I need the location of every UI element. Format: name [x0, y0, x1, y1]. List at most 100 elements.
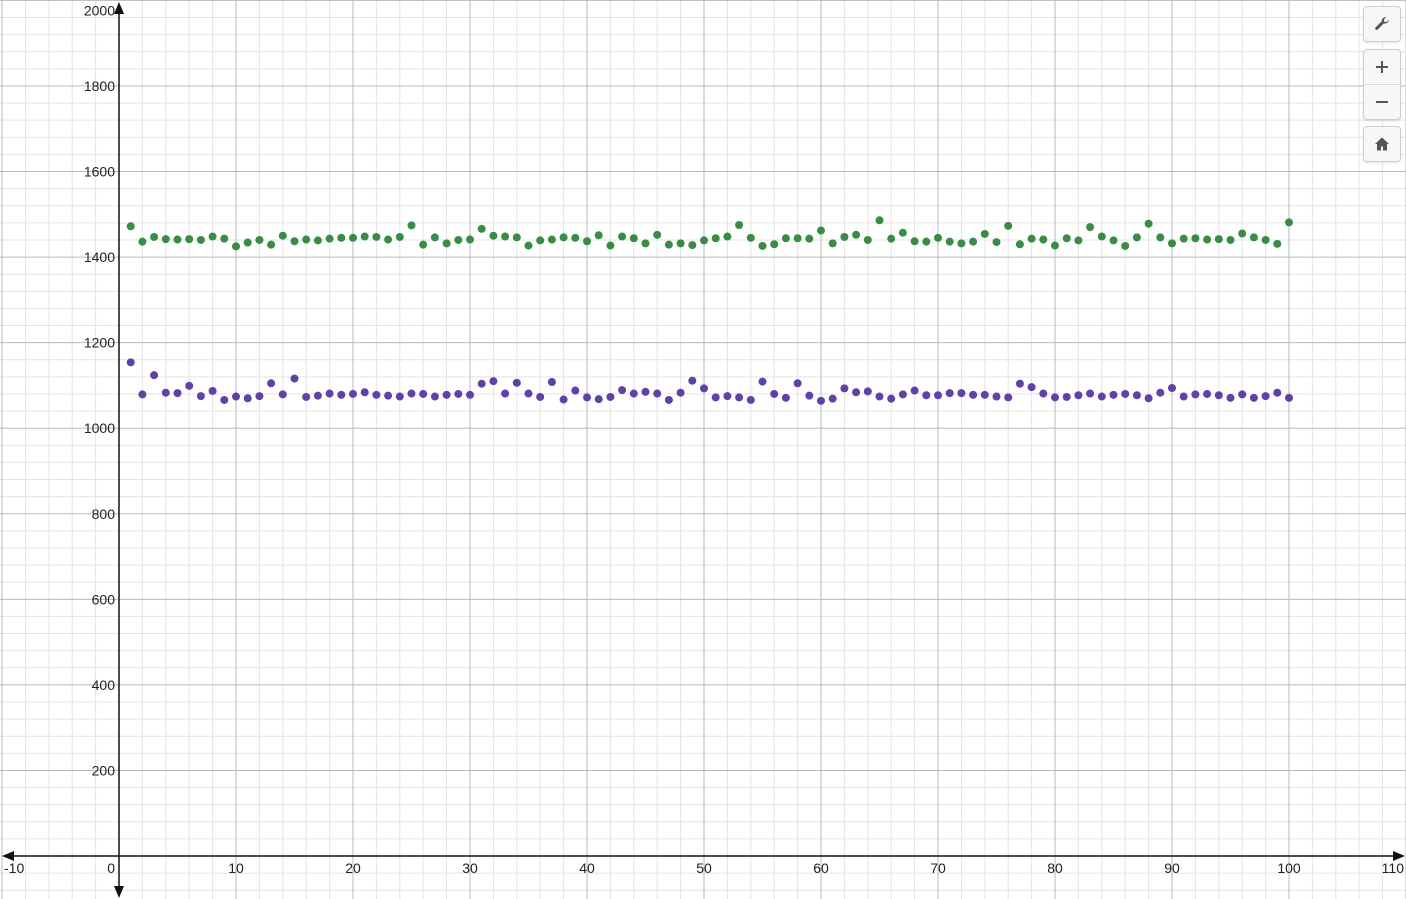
x-tick-label: 70 [930, 860, 946, 876]
data-point [828, 239, 837, 248]
data-point [512, 378, 521, 387]
y-tick-label: 1800 [84, 78, 115, 94]
data-point [185, 235, 194, 244]
x-tick-label: 40 [579, 860, 595, 876]
data-point [1109, 390, 1118, 399]
data-point [1168, 239, 1176, 248]
data-point [746, 395, 755, 404]
data-point [220, 395, 229, 404]
data-point [980, 390, 989, 399]
data-point [781, 234, 790, 243]
data-point [1273, 239, 1282, 248]
data-point [1191, 234, 1200, 243]
data-point [1261, 235, 1270, 244]
data-point [138, 390, 147, 399]
zoom-group [1363, 49, 1401, 120]
data-point [1121, 389, 1130, 398]
data-point [278, 231, 287, 240]
data-point [196, 235, 205, 244]
data-point [664, 395, 673, 404]
data-point [547, 235, 556, 244]
data-point [934, 391, 942, 400]
data-point [442, 390, 451, 399]
data-point [477, 224, 486, 233]
data-point [1086, 389, 1095, 398]
data-point [957, 239, 966, 248]
data-point [360, 232, 369, 241]
data-point [1261, 392, 1270, 401]
data-point [559, 233, 568, 242]
data-point [547, 377, 556, 386]
home-icon [1375, 137, 1389, 151]
settings-group [1363, 6, 1401, 42]
data-point [536, 392, 545, 401]
data-point [1249, 393, 1258, 402]
data-point [840, 232, 849, 241]
data-point [220, 234, 229, 243]
data-points [126, 216, 1293, 405]
data-point [969, 237, 978, 246]
data-point [126, 222, 135, 231]
data-point [161, 388, 170, 397]
data-point [430, 233, 439, 242]
data-point [407, 221, 416, 230]
data-point [313, 391, 322, 400]
data-point [817, 226, 825, 235]
data-point [922, 237, 931, 246]
x-tick-label: 50 [696, 860, 712, 876]
data-point [501, 389, 510, 398]
x-tick-label: -10 [4, 860, 24, 876]
data-point [805, 234, 814, 243]
data-point [711, 393, 720, 402]
data-point [887, 234, 896, 243]
data-point [536, 236, 545, 245]
data-point [922, 391, 931, 400]
data-point [255, 392, 264, 401]
data-point [887, 394, 896, 403]
data-point [173, 235, 182, 244]
data-point [758, 241, 767, 250]
data-point [770, 240, 779, 249]
data-point [243, 238, 252, 247]
default-viewport-button[interactable] [1364, 127, 1400, 161]
y-tick-label: 200 [92, 762, 116, 778]
data-point [208, 386, 217, 395]
data-point [232, 242, 240, 251]
data-point [945, 237, 954, 246]
data-point [302, 392, 311, 401]
y-tick-label: 1400 [84, 249, 115, 265]
data-point [1132, 391, 1141, 400]
y-axis-arrow-down [114, 886, 124, 898]
data-point [583, 393, 591, 402]
graph-settings-button[interactable] [1364, 7, 1400, 41]
data-point [735, 220, 744, 229]
data-point [1062, 234, 1071, 243]
y-tick-label: 800 [92, 506, 116, 522]
x-tick-label: 110 [1382, 860, 1405, 876]
data-point [945, 389, 954, 398]
data-point [150, 232, 159, 241]
data-point [1074, 236, 1083, 245]
data-point [793, 379, 802, 388]
zoom-in-button[interactable] [1364, 50, 1400, 84]
data-point [583, 237, 591, 246]
data-point [243, 394, 252, 403]
data-point [313, 236, 322, 245]
data-point [618, 386, 627, 395]
data-point [477, 379, 486, 388]
x-tick-label: 30 [462, 860, 478, 876]
data-point [641, 387, 650, 396]
y-tick-label: 400 [92, 677, 116, 693]
data-point [1179, 234, 1188, 243]
data-point [349, 233, 357, 242]
data-point [875, 216, 884, 225]
zoom-out-button[interactable] [1364, 84, 1400, 119]
data-point [337, 390, 346, 399]
data-point [1015, 240, 1024, 249]
data-point [758, 377, 767, 386]
data-point [372, 232, 381, 241]
data-point [255, 235, 264, 244]
data-point [337, 233, 346, 242]
